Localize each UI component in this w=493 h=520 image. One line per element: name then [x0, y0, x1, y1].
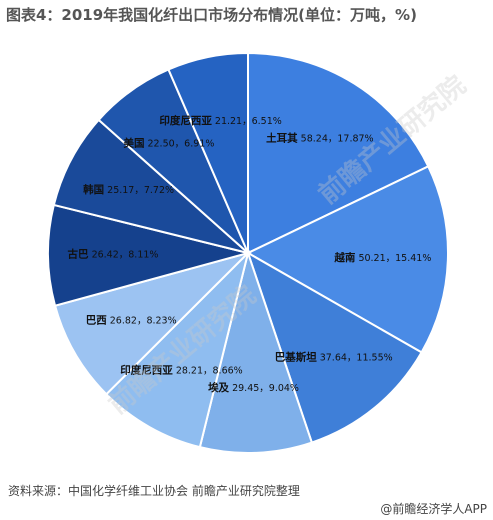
pie-chart: 土耳其 58.24，17.87% 越南 50.21，15.41% 巴基斯坦 37.6…: [47, 51, 449, 454]
pie-slice-5: [53, 251, 252, 396]
slice-value-6: 26.42，8.11%: [89, 249, 159, 260]
slice-name-9: 印度尼西亚: [159, 114, 212, 127]
slice-name-6: 古巴: [68, 248, 89, 261]
pie-slice-0: [247, 51, 430, 255]
slice-value-2: 37.64，11.55%: [317, 352, 393, 363]
slice-label-5: 巴西 26.82，8.23%: [86, 315, 177, 327]
slice-label-3: 埃及 29.45，9.04%: [208, 381, 299, 394]
pie-slice-9: [167, 51, 249, 254]
slice-value-9: 21.21，6.51%: [212, 115, 282, 126]
slice-name-3: 埃及: [208, 381, 229, 394]
slice-name-4: 印度尼西亚: [120, 363, 173, 376]
pie-slice-1: [245, 165, 449, 354]
source-note: 资料来源：中国化学纤维工业协会 前瞻产业研究院整理: [8, 484, 300, 498]
slice-label-8: 美国 22.50，6.91%: [123, 137, 214, 150]
slice-name-1: 越南: [333, 251, 355, 264]
pie-slice-3: [198, 249, 314, 454]
slice-label-0: 土耳其 58.24，17.87%: [266, 132, 373, 145]
slice-name-8: 美国: [123, 137, 144, 150]
slice-name-0: 土耳其: [266, 132, 298, 145]
slice-label-7: 韩国 25.17，7.72%: [83, 183, 174, 196]
slice-value-1: 50.21，15.41%: [355, 252, 431, 263]
slice-value-4: 28.21，8.66%: [173, 365, 243, 376]
slice-value-8: 22.50，6.91%: [144, 138, 214, 149]
slice-value-5: 26.82，8.23%: [107, 315, 177, 326]
slice-label-2: 巴基斯坦 37.64，11.55%: [275, 350, 393, 363]
slice-label-9: 印度尼西亚 21.21，6.51%: [159, 114, 281, 127]
pie-slice-6: [47, 203, 252, 307]
slice-value-7: 25.17，7.72%: [104, 185, 174, 196]
slice-name-5: 巴西: [86, 315, 107, 327]
brand-credit: @前瞻经济学人APP: [380, 502, 487, 516]
slice-label-6: 古巴 26.42，8.11%: [68, 248, 159, 261]
slice-name-7: 韩国: [83, 183, 104, 196]
slice-label-1: 越南 50.21，15.41%: [333, 251, 431, 264]
pie-labels: 土耳其 58.24，17.87% 越南 50.21，15.41% 巴基斯坦 37.6…: [68, 114, 432, 394]
pie-slices: [47, 51, 449, 454]
slice-value-3: 29.45，9.04%: [229, 382, 299, 393]
pie-slice-7: [52, 118, 249, 254]
pie-slice-2: [246, 250, 423, 444]
chart-title: 图表4：2019年我国化纤出口市场分布情况(单位：万吨，%): [6, 6, 417, 24]
slice-value-0: 58.24，17.87%: [298, 133, 374, 144]
slice-name-2: 巴基斯坦: [275, 350, 317, 363]
slice-label-4: 印度尼西亚 28.21，8.66%: [120, 363, 242, 376]
pie-slice-4: [104, 249, 250, 449]
